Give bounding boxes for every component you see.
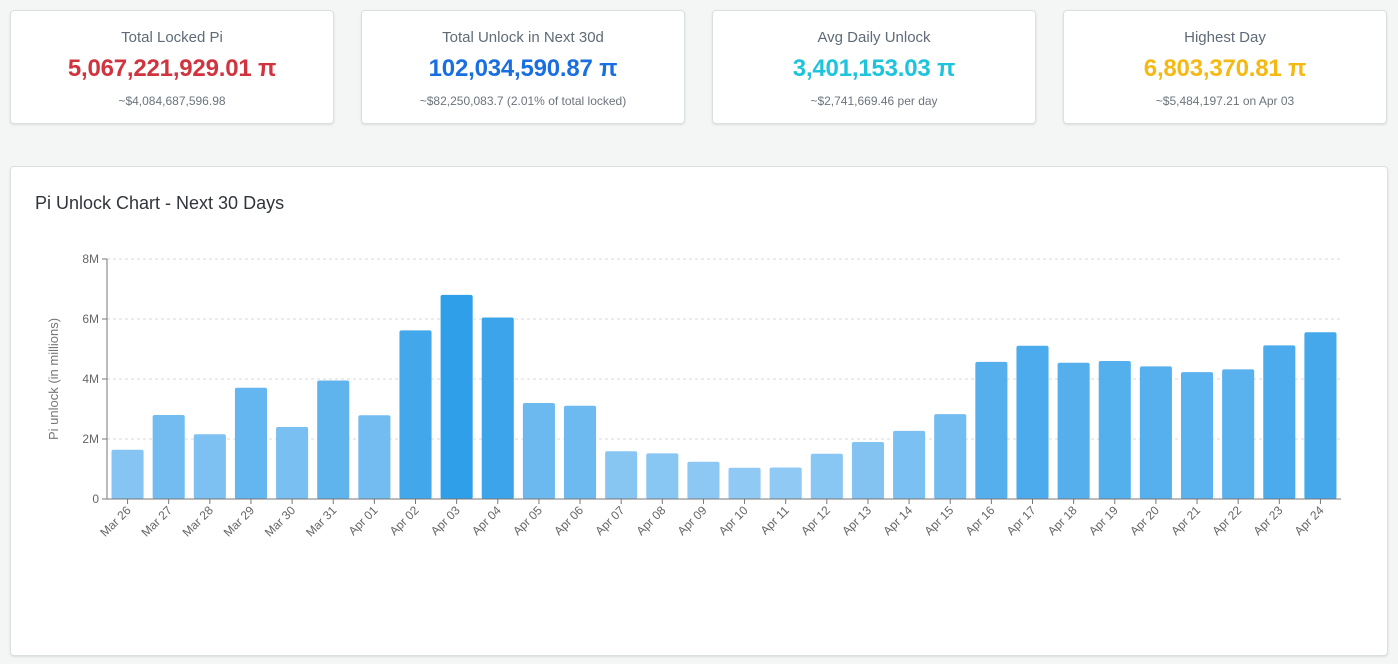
- stat-card-highest-day: Highest Day 6,803,370.81 π ~$5,484,197.2…: [1063, 10, 1387, 124]
- x-tick-label: Apr 01: [346, 503, 381, 538]
- x-tick-label: Apr 17: [1004, 503, 1039, 538]
- x-tick-label: Mar 27: [139, 503, 176, 540]
- stat-subtext: ~$2,741,669.46 per day: [810, 94, 938, 108]
- bar: [522, 403, 555, 499]
- x-tick-label: Mar 26: [97, 503, 134, 540]
- bar: [769, 467, 802, 499]
- bar: [111, 449, 144, 499]
- stat-value: 5,067,221,929.01 π: [67, 55, 277, 82]
- bar: [1263, 345, 1296, 499]
- stat-title: Avg Daily Unlock: [817, 29, 931, 46]
- bar: [399, 330, 432, 499]
- bar: [1057, 362, 1090, 499]
- x-tick-label: Apr 05: [510, 503, 545, 538]
- bar: [152, 415, 185, 499]
- bar: [605, 451, 638, 499]
- stat-title: Total Locked Pi: [121, 29, 223, 46]
- y-tick-label: 4M: [82, 372, 99, 386]
- bar: [728, 467, 761, 499]
- y-tick-label: 0: [92, 492, 99, 506]
- x-tick-label: Apr 16: [963, 503, 998, 538]
- bar: [851, 442, 885, 499]
- bar: [358, 415, 391, 499]
- x-tick-label: Mar 30: [262, 503, 299, 540]
- x-tick-label: Apr 18: [1045, 503, 1080, 538]
- x-tick-label: Apr 11: [758, 503, 793, 538]
- x-tick-label: Apr 12: [798, 503, 833, 538]
- y-axis-label: Pi unlock (in millions): [46, 318, 61, 440]
- bar: [563, 405, 597, 499]
- stat-subtext: ~$82,250,083.7 (2.01% of total locked): [419, 94, 627, 108]
- bar: [193, 434, 226, 499]
- bar: [317, 380, 350, 499]
- x-tick-label: Apr 24: [1292, 503, 1327, 538]
- bar: [276, 427, 309, 499]
- stat-subtext: ~$5,484,197.21 on Apr 03: [1155, 94, 1295, 108]
- y-tick-label: 8M: [82, 252, 99, 266]
- x-tick-label: Apr 07: [592, 503, 627, 538]
- x-tick-label: Apr 02: [387, 503, 422, 538]
- x-tick-label: Mar 29: [221, 503, 258, 540]
- bar: [810, 453, 843, 499]
- bar: [893, 430, 926, 499]
- x-tick-label: Apr 10: [716, 503, 751, 538]
- x-tick-label: Mar 28: [180, 503, 217, 540]
- chart-card: Pi Unlock Chart - Next 30 Days 0 2M 4M 6M 8M…: [10, 166, 1388, 656]
- stat-value: 6,803,370.81 π: [1143, 55, 1307, 82]
- stat-card-total-locked: Total Locked Pi 5,067,221,929.01 π ~$4,0…: [10, 10, 334, 124]
- stat-value: 102,034,590.87 π: [428, 55, 618, 82]
- bar: [1016, 345, 1049, 499]
- bar: [1139, 366, 1172, 499]
- x-tick-label: Apr 15: [921, 503, 956, 538]
- stat-card-avg-daily-unlock: Avg Daily Unlock 3,401,153.03 π ~$2,741,…: [712, 10, 1036, 124]
- stat-card-total-unlock-30d: Total Unlock in Next 30d 102,034,590.87 …: [361, 10, 685, 124]
- y-tick-label: 6M: [82, 312, 99, 326]
- bar: [646, 453, 679, 499]
- y-tick-label: 2M: [82, 432, 99, 446]
- x-tick-label: Apr 19: [1086, 503, 1121, 538]
- bar: [440, 294, 473, 499]
- chart-title: Pi Unlock Chart - Next 30 Days: [35, 193, 285, 213]
- x-tick-label: Apr 14: [880, 503, 915, 538]
- bar: [1180, 372, 1214, 499]
- stat-title: Total Unlock in Next 30d: [442, 29, 604, 46]
- stat-subtext: ~$4,084,687,596.98: [118, 94, 226, 108]
- x-tick-label: Apr 23: [1251, 503, 1286, 538]
- bar: [481, 317, 514, 499]
- x-tick-label: Apr 20: [1127, 503, 1162, 538]
- bar: [1222, 369, 1255, 499]
- x-tick-label: Apr 09: [675, 503, 710, 538]
- bar: [687, 461, 720, 499]
- bar: [234, 387, 268, 499]
- x-tick-label: Apr 03: [428, 503, 463, 538]
- bar: [934, 414, 967, 499]
- bar: [1098, 361, 1131, 499]
- bar: [975, 361, 1008, 499]
- x-tick-label: Apr 04: [469, 503, 504, 538]
- x-tick-label: Apr 21: [1168, 503, 1203, 538]
- stat-title: Highest Day: [1184, 29, 1266, 46]
- x-tick-label: Apr 06: [551, 503, 586, 538]
- stat-value: 3,401,153.03 π: [792, 55, 956, 82]
- bar: [1304, 332, 1337, 499]
- x-tick-label: Apr 13: [839, 503, 874, 538]
- x-tick-label: Apr 08: [634, 503, 669, 538]
- x-tick-label: Mar 31: [303, 503, 340, 540]
- x-tick-label: Apr 22: [1209, 503, 1244, 538]
